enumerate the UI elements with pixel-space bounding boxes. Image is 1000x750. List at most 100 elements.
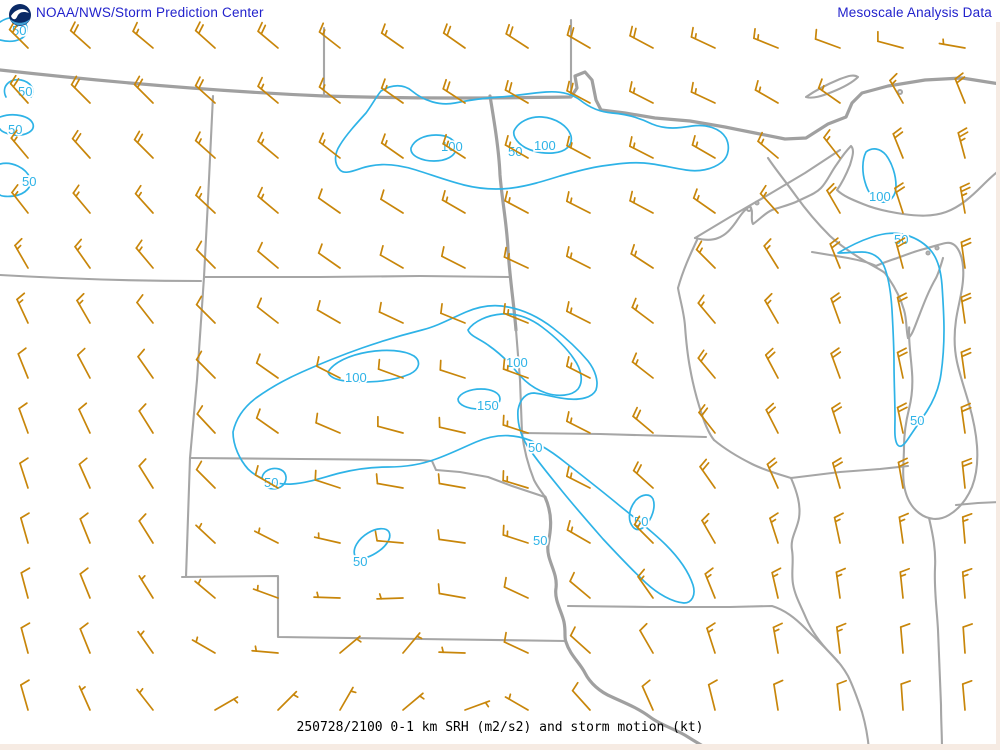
wind-barb bbox=[961, 679, 973, 711]
wind-barb bbox=[316, 299, 341, 324]
wind-barb bbox=[252, 584, 279, 599]
wind-barb bbox=[503, 302, 529, 324]
wind-barb bbox=[214, 696, 239, 711]
wind-barb bbox=[136, 294, 154, 324]
srh-contour-100 bbox=[327, 349, 420, 383]
wind-barb bbox=[830, 292, 842, 324]
wind-barb bbox=[823, 129, 841, 159]
wind-barb bbox=[380, 133, 404, 159]
wind-barb bbox=[764, 347, 779, 379]
wind-barb bbox=[195, 186, 216, 214]
contour-label: 50 bbox=[528, 440, 542, 455]
wind-barb bbox=[771, 567, 782, 599]
wind-barb bbox=[440, 302, 466, 324]
wind-barb bbox=[503, 576, 529, 599]
wind-barb bbox=[889, 72, 904, 104]
wind-barb bbox=[318, 132, 341, 159]
wind-barb bbox=[759, 184, 779, 214]
wind-barb bbox=[191, 636, 216, 654]
wind-barb bbox=[194, 131, 216, 159]
wind-barb bbox=[769, 512, 779, 544]
wind-barb bbox=[257, 186, 279, 214]
wind-barb bbox=[961, 567, 973, 599]
srh-contour-50 bbox=[232, 304, 695, 604]
wind-barb bbox=[763, 238, 779, 269]
wind-barb bbox=[79, 622, 91, 654]
srh-contour-100 bbox=[467, 313, 583, 397]
wind-barb bbox=[9, 74, 29, 104]
wind-barb bbox=[697, 294, 716, 324]
wind-barb bbox=[10, 129, 29, 159]
wind-barb bbox=[339, 635, 362, 654]
wind-barb bbox=[633, 515, 654, 544]
storm-motion-barbs bbox=[8, 20, 974, 711]
wind-barb bbox=[766, 457, 779, 489]
wind-barb bbox=[255, 408, 279, 434]
wind-barb bbox=[317, 188, 341, 214]
contour-label: 50 bbox=[22, 174, 36, 189]
wind-barb bbox=[698, 404, 716, 434]
wind-barb bbox=[380, 23, 404, 49]
wind-barb bbox=[132, 21, 154, 49]
wind-barb bbox=[374, 530, 404, 544]
wind-barb bbox=[753, 27, 779, 49]
wind-barb bbox=[631, 352, 654, 379]
contour-label: 100 bbox=[441, 139, 463, 154]
wind-barb bbox=[313, 591, 341, 599]
wind-barb bbox=[897, 457, 909, 489]
wind-barb bbox=[378, 301, 404, 324]
wind-barb bbox=[628, 81, 654, 104]
wind-barb bbox=[195, 350, 216, 379]
srh-contour-50 bbox=[837, 232, 945, 448]
canada-border bbox=[0, 18, 1000, 141]
wind-barb bbox=[569, 626, 591, 654]
wind-barb bbox=[831, 457, 843, 489]
wind-barb bbox=[133, 75, 154, 104]
wind-barb bbox=[442, 78, 466, 104]
wind-barb bbox=[833, 512, 844, 544]
wind-barb bbox=[961, 457, 973, 489]
wind-barb bbox=[895, 237, 907, 269]
lake-shorelines bbox=[693, 74, 1000, 520]
wind-barb bbox=[957, 127, 969, 159]
wind-barb bbox=[630, 243, 654, 269]
wind-barb bbox=[79, 567, 91, 599]
wind-barb bbox=[257, 21, 279, 49]
wind-barb bbox=[257, 241, 279, 269]
wind-barb bbox=[565, 466, 591, 489]
wind-barb bbox=[502, 470, 529, 489]
wind-barb bbox=[896, 292, 908, 324]
wind-barb bbox=[79, 512, 91, 544]
contour-label: 150 bbox=[477, 398, 499, 413]
wind-barb bbox=[896, 347, 908, 379]
contour-label: 50 bbox=[910, 413, 924, 428]
wind-barb bbox=[566, 519, 591, 544]
wind-barb bbox=[565, 356, 591, 379]
wind-barb bbox=[137, 630, 154, 654]
wind-barb bbox=[194, 76, 216, 104]
wind-barb bbox=[503, 631, 529, 654]
wind-barb bbox=[135, 239, 154, 269]
srh-contour-50 bbox=[353, 527, 391, 560]
wind-barb bbox=[11, 184, 29, 214]
contour-label: 100 bbox=[345, 370, 367, 385]
wind-barb bbox=[380, 78, 404, 104]
wind-barb bbox=[764, 292, 779, 324]
srh-contour-50 bbox=[0, 162, 32, 198]
wind-barb bbox=[257, 76, 279, 104]
wind-barb bbox=[317, 243, 341, 269]
page-edge-right bbox=[996, 22, 1000, 750]
wind-barb bbox=[639, 622, 654, 654]
site-title: Mesoscale Analysis Data bbox=[837, 5, 992, 20]
wind-barb bbox=[19, 512, 30, 544]
wind-barb bbox=[830, 347, 842, 379]
wind-barb bbox=[571, 681, 591, 711]
wind-barb bbox=[194, 578, 216, 599]
wind-barb bbox=[318, 77, 341, 104]
wind-barb bbox=[314, 469, 341, 489]
wind-barb bbox=[502, 358, 529, 379]
wind-barb bbox=[707, 679, 718, 711]
wind-barb bbox=[695, 240, 716, 269]
